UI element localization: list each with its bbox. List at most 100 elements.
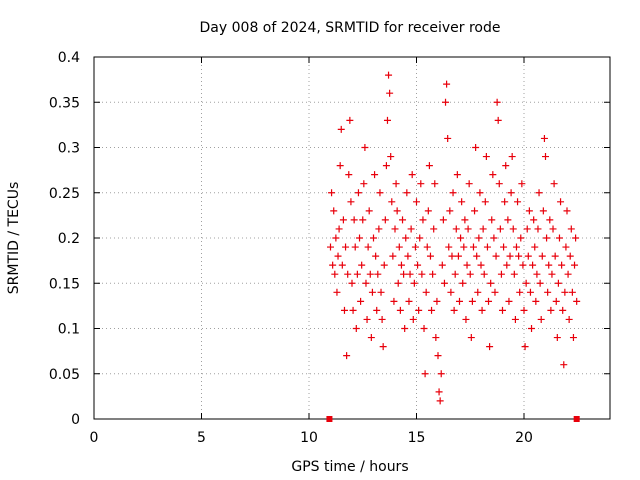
data-point <box>370 234 377 242</box>
data-point <box>475 234 483 242</box>
data-point <box>493 98 501 106</box>
data-point <box>457 234 465 242</box>
data-points <box>327 71 581 405</box>
data-point <box>524 252 532 260</box>
data-point <box>550 180 558 188</box>
data-point <box>442 98 450 106</box>
data-point <box>351 243 359 251</box>
data-point <box>530 216 538 224</box>
data-point <box>531 243 539 251</box>
data-point <box>558 261 566 269</box>
data-point <box>396 306 404 314</box>
range-marker <box>573 416 580 422</box>
data-point <box>468 297 476 305</box>
data-point <box>552 297 560 305</box>
data-point <box>328 189 336 197</box>
data-point <box>405 297 413 305</box>
data-point <box>565 315 573 323</box>
data-point <box>517 234 525 242</box>
data-point <box>505 297 513 305</box>
data-point <box>476 189 484 197</box>
data-point <box>502 162 510 170</box>
data-point <box>332 234 340 242</box>
data-point <box>359 216 367 224</box>
data-point <box>394 279 402 287</box>
data-point <box>491 288 499 296</box>
data-point <box>354 189 362 197</box>
data-point <box>437 370 445 378</box>
data-point <box>572 234 580 242</box>
x-tick-label: 10 <box>300 430 318 446</box>
data-point <box>426 252 434 260</box>
data-point <box>431 180 439 188</box>
data-point <box>467 334 475 342</box>
data-point <box>348 279 356 287</box>
data-point <box>560 361 568 369</box>
data-point <box>409 315 417 323</box>
data-point <box>346 116 354 124</box>
data-point <box>526 288 534 296</box>
data-point <box>551 252 559 260</box>
data-point <box>567 225 575 233</box>
data-point <box>464 225 472 233</box>
data-point <box>402 234 410 242</box>
data-point <box>564 270 572 278</box>
data-point <box>373 306 381 314</box>
data-point <box>469 243 477 251</box>
data-point <box>414 261 422 269</box>
data-point <box>544 288 552 296</box>
data-point <box>368 288 376 296</box>
data-point <box>410 279 418 287</box>
data-point <box>375 225 383 233</box>
data-point <box>461 216 469 224</box>
data-point <box>482 153 490 161</box>
data-point <box>347 198 355 206</box>
data-point <box>562 243 570 251</box>
data-point <box>448 252 456 260</box>
data-point <box>489 171 497 179</box>
data-point <box>444 134 452 142</box>
data-point <box>504 216 512 224</box>
data-point <box>335 225 343 233</box>
data-point <box>481 198 489 206</box>
data-point <box>543 234 551 242</box>
data-point <box>404 252 412 260</box>
data-point <box>439 216 447 224</box>
x-axis-label: GPS time / hours <box>291 459 408 475</box>
data-point <box>553 334 561 342</box>
data-point <box>452 225 460 233</box>
data-point <box>364 243 372 251</box>
data-point <box>374 270 382 278</box>
data-point <box>512 243 520 251</box>
data-point <box>443 80 451 88</box>
chart-title: Day 008 of 2024, SRMTID for receiver rod… <box>200 20 501 36</box>
data-point <box>407 225 415 233</box>
data-point <box>566 252 574 260</box>
data-point <box>330 207 338 215</box>
data-point <box>459 279 467 287</box>
data-point <box>376 189 384 197</box>
data-point <box>488 216 496 224</box>
data-point <box>559 306 567 314</box>
data-point <box>352 325 360 332</box>
data-point <box>496 225 504 233</box>
data-point <box>337 125 345 133</box>
data-point <box>563 207 571 215</box>
data-point <box>336 162 344 170</box>
data-point <box>344 270 352 278</box>
data-point <box>420 325 428 332</box>
data-point <box>555 234 563 242</box>
data-point <box>445 243 453 251</box>
data-point <box>379 343 387 351</box>
data-point <box>546 216 554 224</box>
y-tick-label: 0.35 <box>49 95 80 111</box>
data-point <box>483 243 491 251</box>
y-tick-label: 0.2 <box>58 231 80 247</box>
x-tick-label: 5 <box>197 430 206 446</box>
data-point <box>534 225 542 233</box>
data-point <box>533 270 541 278</box>
data-point <box>460 243 468 251</box>
data-point <box>568 288 576 296</box>
data-point <box>520 306 528 314</box>
data-point <box>480 270 488 278</box>
